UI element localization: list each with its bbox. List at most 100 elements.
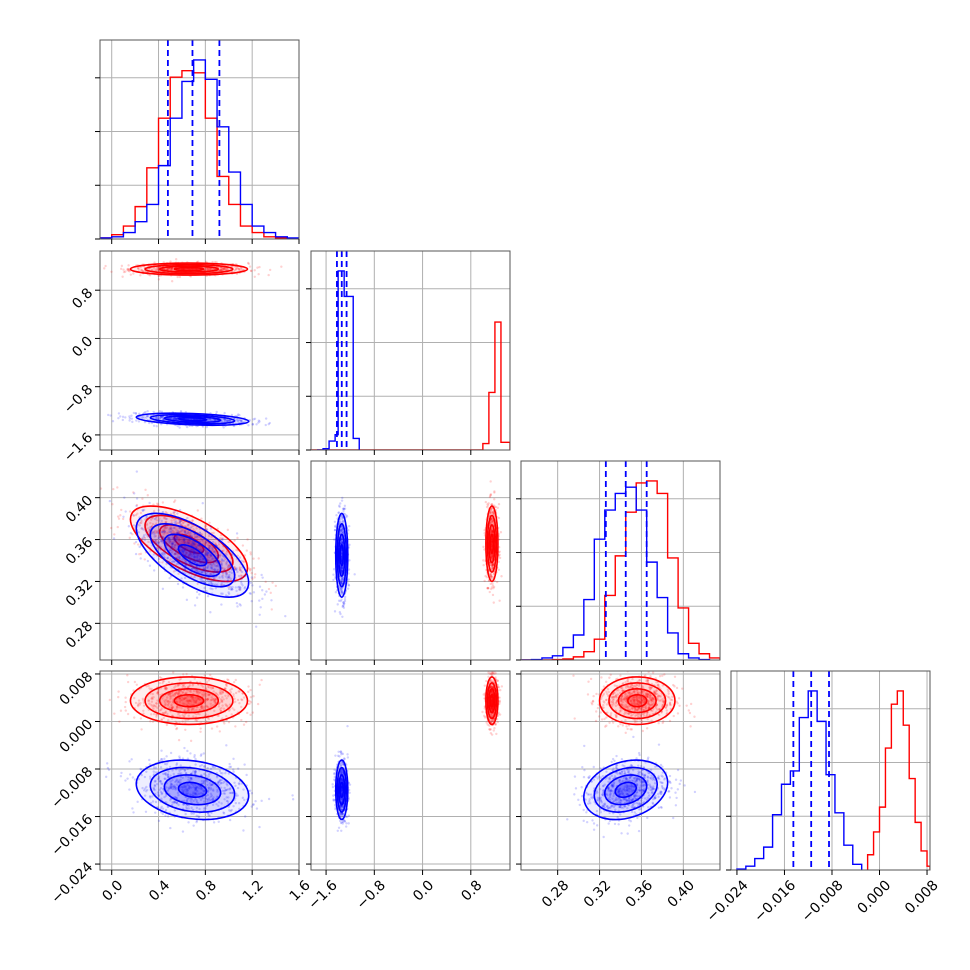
sample-point <box>239 604 242 607</box>
sample-point <box>183 545 187 548</box>
sample-point <box>203 674 206 677</box>
sample-point <box>341 540 344 543</box>
sample-point <box>342 507 346 511</box>
sample-point <box>343 504 347 508</box>
sample-point <box>208 545 211 548</box>
sample-point <box>239 580 243 584</box>
sample-point <box>218 576 221 579</box>
sample-point <box>205 554 209 557</box>
sample-point <box>161 551 165 555</box>
sample-point <box>178 508 182 512</box>
sample-point <box>186 539 189 542</box>
sample-point <box>235 532 239 535</box>
sample-point <box>205 549 208 552</box>
sample-point <box>195 527 198 530</box>
sample-point <box>152 424 156 427</box>
sample-point <box>252 418 255 421</box>
sample-point <box>195 546 198 549</box>
sample-point <box>216 570 219 574</box>
sample-point <box>239 588 242 591</box>
sample-point <box>258 683 261 686</box>
sample-point <box>151 692 154 696</box>
sample-point <box>221 574 225 577</box>
sample-point <box>214 564 217 567</box>
sample-point <box>256 702 260 706</box>
sample-point <box>196 544 200 547</box>
sample-point <box>211 557 215 560</box>
panel-clip-group <box>521 461 720 660</box>
sample-point <box>209 553 212 557</box>
sample-point <box>164 814 167 817</box>
sample-point <box>340 590 344 594</box>
sample-point <box>210 554 213 558</box>
sample-point <box>490 553 494 557</box>
sample-point <box>116 525 119 529</box>
sample-point <box>226 564 230 567</box>
sample-point <box>224 575 227 578</box>
sample-point <box>207 556 211 559</box>
sample-point <box>173 510 176 514</box>
sample-point <box>207 686 211 689</box>
sample-point <box>492 585 496 589</box>
sample-point <box>196 260 200 263</box>
sample-point <box>217 820 220 823</box>
sample-point <box>223 419 226 422</box>
sample-point <box>491 563 494 566</box>
sample-point <box>189 535 192 538</box>
sample-point <box>238 567 242 570</box>
sample-point <box>157 541 161 545</box>
sample-point <box>184 553 188 557</box>
sample-point <box>164 517 167 520</box>
sample-point <box>267 422 270 426</box>
sample-point <box>226 579 230 582</box>
sample-point <box>177 556 181 559</box>
sample-point <box>204 541 207 545</box>
sample-point <box>141 509 145 513</box>
sample-point <box>491 520 495 523</box>
sample-point <box>156 546 159 550</box>
sample-point <box>229 691 233 694</box>
sample-point <box>183 568 187 571</box>
sample-point <box>222 268 226 272</box>
sample-point <box>182 538 186 541</box>
sample-point <box>237 574 241 578</box>
sample-point <box>490 555 493 558</box>
sample-point <box>189 526 192 530</box>
sample-point <box>188 689 191 693</box>
sample-point <box>163 527 166 530</box>
sample-point <box>158 517 161 520</box>
sample-point <box>194 568 198 571</box>
sample-point <box>153 541 156 544</box>
sample-point <box>173 552 176 556</box>
sample-point <box>204 686 208 689</box>
sample-point <box>213 418 217 422</box>
sample-point <box>156 542 159 545</box>
sample-point <box>348 524 351 528</box>
sample-point <box>134 540 138 544</box>
sample-point <box>339 580 343 584</box>
sample-point <box>185 562 188 565</box>
sample-point <box>161 510 165 514</box>
sample-point <box>202 693 206 697</box>
sample-point <box>487 587 490 590</box>
sample-point <box>133 716 136 719</box>
sample-point <box>246 711 249 715</box>
sample-point <box>174 552 177 556</box>
sample-point <box>89 471 91 473</box>
sample-point <box>211 686 215 690</box>
sample-point <box>219 266 223 270</box>
sample-point <box>182 541 186 545</box>
sample-point <box>185 551 188 554</box>
sample-point <box>195 553 199 557</box>
sample-point <box>138 415 141 419</box>
sample-point <box>201 570 204 573</box>
sample-point <box>206 685 210 688</box>
sample-point <box>199 561 203 564</box>
sample-point <box>191 267 195 271</box>
sample-point <box>483 579 486 583</box>
sample-point <box>135 470 139 473</box>
sample-point <box>139 511 143 515</box>
sample-point <box>234 568 237 571</box>
sample-point <box>213 550 216 554</box>
sample-point <box>223 418 227 421</box>
